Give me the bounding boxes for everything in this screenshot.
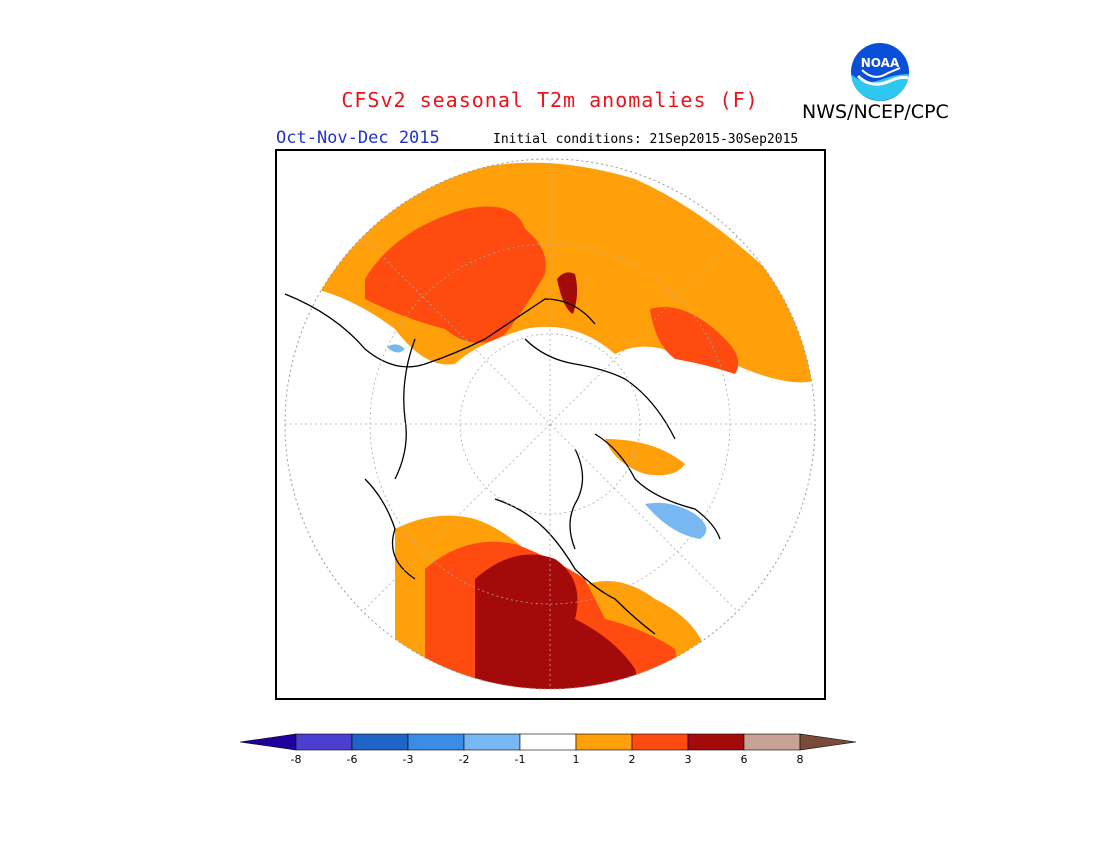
colorbar-bin bbox=[519, 733, 577, 751]
anomaly-region-northamerica-darkred bbox=[475, 554, 645, 689]
anomaly-region-scandinavia-darkred bbox=[557, 272, 578, 314]
colorbar-tick-label: 6 bbox=[741, 753, 748, 766]
noaa-logo-text: NOAA bbox=[861, 56, 900, 70]
colorbar-tick-label: -2 bbox=[459, 753, 470, 766]
colorbar-bin bbox=[631, 733, 689, 751]
anomaly-region-eurasia-red bbox=[365, 206, 546, 343]
colorbar-bin bbox=[575, 733, 633, 751]
noaa-logo: NOAA bbox=[849, 41, 911, 103]
colorbar-overflow-arrow bbox=[799, 733, 857, 751]
colorbar-bin bbox=[687, 733, 745, 751]
colorbar-bin bbox=[743, 733, 801, 751]
anomaly-map bbox=[275, 149, 826, 700]
colorbar-tick-label: 1 bbox=[573, 753, 580, 766]
colorbar-bin bbox=[463, 733, 521, 751]
anomaly-region-alaska-orange bbox=[605, 439, 685, 476]
colorbar-tick-label: 3 bbox=[685, 753, 692, 766]
colorbar-tick-label: -6 bbox=[347, 753, 358, 766]
anomaly-region-east-siberia-red bbox=[650, 307, 739, 374]
colorbar-tick-label: -8 bbox=[291, 753, 302, 766]
map-boundary-circle bbox=[284, 158, 816, 690]
colorbar-tick-label: -1 bbox=[515, 753, 526, 766]
initial-conditions: Initial conditions: 21Sep2015-30Sep2015 bbox=[493, 132, 799, 147]
colorbar: -8 -6 -3 -2 -1 1 2 3 6 8 bbox=[239, 733, 857, 766]
forecast-period: Oct-Nov-Dec 2015 bbox=[276, 128, 440, 148]
coastlines bbox=[284, 293, 721, 635]
colorbar-bin bbox=[407, 733, 465, 751]
anomaly-fields bbox=[315, 162, 815, 689]
organization-label: NWS/NCEP/CPC bbox=[802, 101, 949, 123]
colorbar-underflow-arrow bbox=[239, 733, 297, 751]
anomaly-region-canada-blue bbox=[645, 502, 707, 539]
map-frame bbox=[275, 149, 826, 700]
colorbar-tick-label: -3 bbox=[403, 753, 414, 766]
graticule bbox=[285, 159, 815, 689]
colorbar-bin bbox=[295, 733, 353, 751]
colorbar-bin bbox=[351, 733, 409, 751]
map-title: CFSv2 seasonal T2m anomalies (F) bbox=[341, 88, 759, 112]
colorbar-tick-label: 8 bbox=[797, 753, 804, 766]
colorbar-tick-label: 2 bbox=[629, 753, 636, 766]
anomaly-region-siberia-blue bbox=[387, 344, 405, 353]
